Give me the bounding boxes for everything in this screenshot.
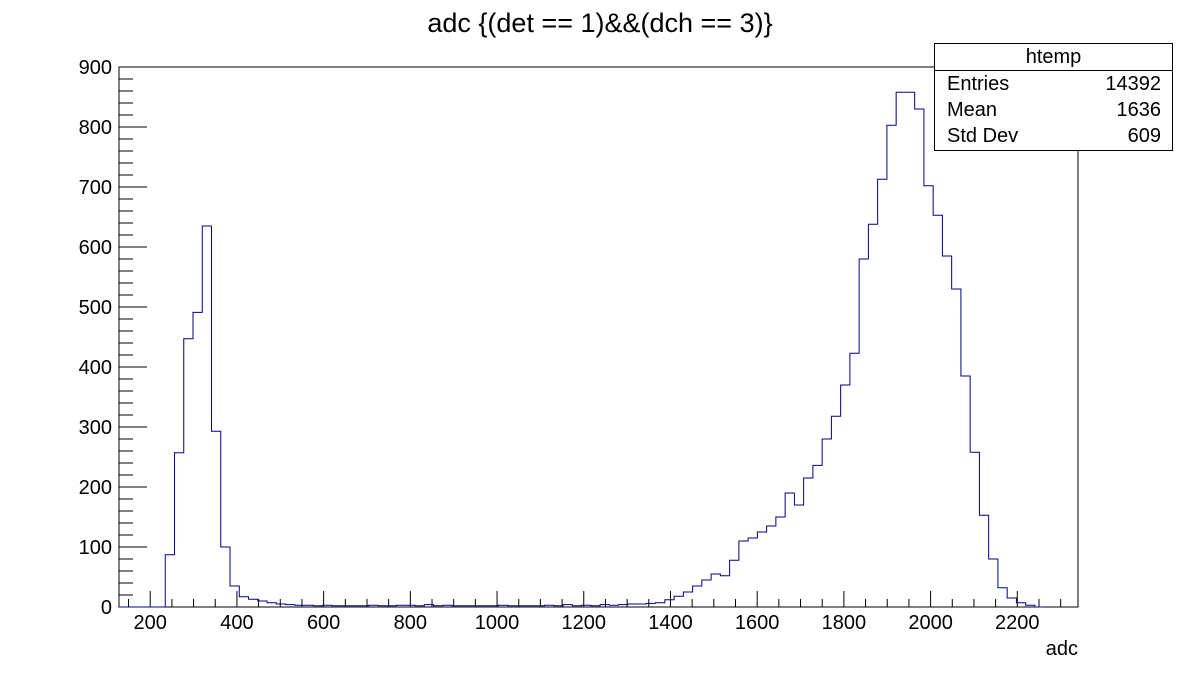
histogram-bin <box>915 109 924 607</box>
histogram-bin <box>868 224 877 607</box>
stats-title: htemp <box>935 44 1172 71</box>
stats-label: Mean <box>947 99 998 121</box>
stats-value: 609 <box>1127 125 1161 147</box>
y-tick-label: 700 <box>79 177 112 199</box>
histogram-bin <box>952 289 961 607</box>
histogram-bin <box>822 439 831 607</box>
histogram-outline <box>119 91 1045 608</box>
histogram-bin <box>905 92 914 607</box>
histogram-bin <box>646 603 655 607</box>
histogram-bin <box>794 505 803 607</box>
histogram-bin <box>970 452 979 607</box>
histogram-bin <box>998 588 1007 607</box>
y-tick-label: 0 <box>101 597 112 619</box>
stats-row-mean: Mean 1636 <box>935 97 1172 123</box>
chart-title: adc {(det == 1)&&(dch == 3)} <box>427 8 772 38</box>
histogram-bin <box>878 179 887 607</box>
histogram-bin <box>757 532 766 607</box>
x-tick-label: 800 <box>394 612 427 634</box>
x-axis-label: adc <box>1046 638 1078 660</box>
histogram-bin <box>193 312 202 607</box>
histogram-bin <box>665 600 674 607</box>
x-tick-label: 1600 <box>735 612 780 634</box>
y-tick-label: 400 <box>79 357 112 379</box>
histogram-bin <box>933 215 942 607</box>
histogram-bin <box>859 259 868 607</box>
stats-row-entries: Entries 14392 <box>935 71 1172 97</box>
histogram-bin <box>767 526 776 607</box>
histogram-bin <box>212 431 221 607</box>
stats-value: 1636 <box>1116 99 1162 121</box>
histogram-bin <box>267 603 276 607</box>
histogram-bin <box>249 599 258 607</box>
x-tick-label: 2000 <box>908 612 953 634</box>
stats-label: Std Dev <box>947 125 1019 147</box>
histogram-bin <box>831 416 840 607</box>
histogram-bin <box>850 353 859 607</box>
histogram-bin <box>175 453 184 607</box>
x-tick-label: 1800 <box>822 612 867 634</box>
histogram-bin <box>739 541 748 607</box>
histogram-bars <box>165 92 1035 607</box>
stats-label: Entries <box>947 73 1010 95</box>
histogram-bin <box>730 560 739 607</box>
histogram-bin <box>702 580 711 607</box>
y-axis: 0 100 200 300 400 500 600 700 800 900 <box>79 57 147 619</box>
x-tick-label: 600 <box>307 612 340 634</box>
histogram-bin <box>1016 603 1025 607</box>
stats-box: htemp Entries 14392 Mean 1636 Std Dev 60… <box>934 43 1173 151</box>
histogram-bin <box>896 92 905 607</box>
x-tick-label: 400 <box>220 612 253 634</box>
stats-value: 14392 <box>1105 73 1161 95</box>
histogram-bin <box>942 256 951 607</box>
stats-row-std-dev: Std Dev 609 <box>935 123 1172 149</box>
histogram-bin <box>674 596 683 607</box>
x-axis: 200 400 600 800 1000 1200 1400 1600 1800 2000 2200 <box>128 591 1062 634</box>
histogram-bin <box>804 478 813 607</box>
histogram-bin <box>202 226 211 607</box>
x-tick-label: 200 <box>134 612 167 634</box>
histogram-bin <box>165 555 174 607</box>
histogram-bin <box>720 576 729 607</box>
x-tick-label: 1200 <box>562 612 607 634</box>
histogram-bin <box>841 385 850 607</box>
histogram-bin <box>887 125 896 607</box>
plot-frame <box>118 66 1079 608</box>
y-tick-label: 800 <box>79 117 112 139</box>
histogram-bin <box>748 538 757 607</box>
histogram-bin <box>979 515 988 607</box>
x-tick-label: 2200 <box>995 612 1040 634</box>
y-tick-label: 300 <box>79 417 112 439</box>
y-tick-label: 500 <box>79 297 112 319</box>
y-tick-label: 100 <box>79 537 112 559</box>
y-tick-label: 200 <box>79 477 112 499</box>
histogram-bin <box>230 586 239 607</box>
histogram-bin <box>776 517 785 607</box>
histogram-bin <box>258 601 267 607</box>
histogram-bin <box>656 603 665 607</box>
x-tick-label: 1400 <box>648 612 693 634</box>
histogram-bin <box>239 597 248 607</box>
histogram-bin <box>221 547 230 607</box>
histogram-bin <box>989 559 998 607</box>
histogram-bin <box>924 186 933 607</box>
histogram-bin <box>961 376 970 607</box>
x-tick-label: 1000 <box>475 612 520 634</box>
histogram-bin <box>711 574 720 607</box>
histogram-bin <box>785 493 794 607</box>
histogram-bin <box>184 339 193 607</box>
histogram-bin <box>683 592 692 607</box>
y-tick-label: 600 <box>79 237 112 259</box>
y-tick-label: 900 <box>79 57 112 79</box>
histogram-bin <box>1007 598 1016 607</box>
histogram-bin <box>813 465 822 607</box>
histogram-bin <box>693 586 702 607</box>
